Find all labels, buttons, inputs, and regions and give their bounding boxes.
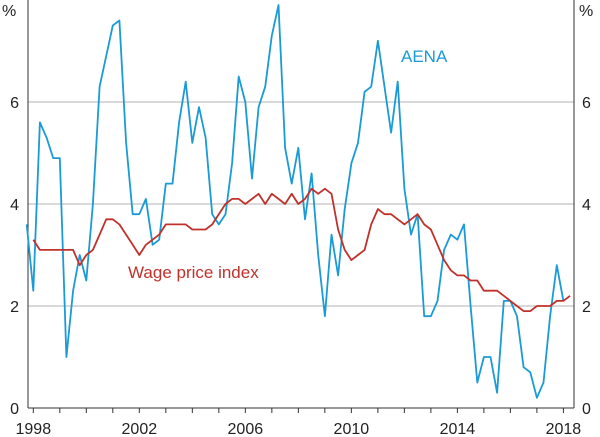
y-tick-left-2: 2 xyxy=(10,299,19,316)
x-tick-1998: 1998 xyxy=(16,421,52,437)
series-line-aena xyxy=(25,4,565,399)
x-axis-ticks: 1998 2002 2006 2010 2014 2018 xyxy=(16,408,582,437)
y-axis-unit-right: % xyxy=(579,3,593,20)
series-label-wage-price-index: Wage price index xyxy=(128,263,259,282)
y-axis-unit-left: % xyxy=(2,3,16,20)
x-tick-2018: 2018 xyxy=(546,421,582,437)
series-line-wage-price-index xyxy=(32,187,571,313)
y-tick-right-0: 0 xyxy=(582,401,591,418)
y-tick-right-2: 2 xyxy=(582,299,591,316)
x-tick-2002: 2002 xyxy=(122,421,158,437)
x-tick-2014: 2014 xyxy=(440,421,476,437)
y-axis-right-ticks: 0 2 4 6 xyxy=(582,95,591,418)
series-lines xyxy=(25,4,571,399)
gridlines xyxy=(28,101,574,307)
axes xyxy=(27,0,575,409)
series-label-aena: AENA xyxy=(401,47,448,66)
x-tick-2006: 2006 xyxy=(228,421,264,437)
y-tick-left-0: 0 xyxy=(10,401,19,418)
y-tick-left-6: 6 xyxy=(10,95,19,112)
y-tick-right-4: 4 xyxy=(582,197,591,214)
x-tick-2010: 2010 xyxy=(334,421,370,437)
y-tick-left-4: 4 xyxy=(10,197,19,214)
y-axis-left-ticks: 0 2 4 6 xyxy=(10,95,19,418)
y-tick-right-6: 6 xyxy=(582,95,591,112)
